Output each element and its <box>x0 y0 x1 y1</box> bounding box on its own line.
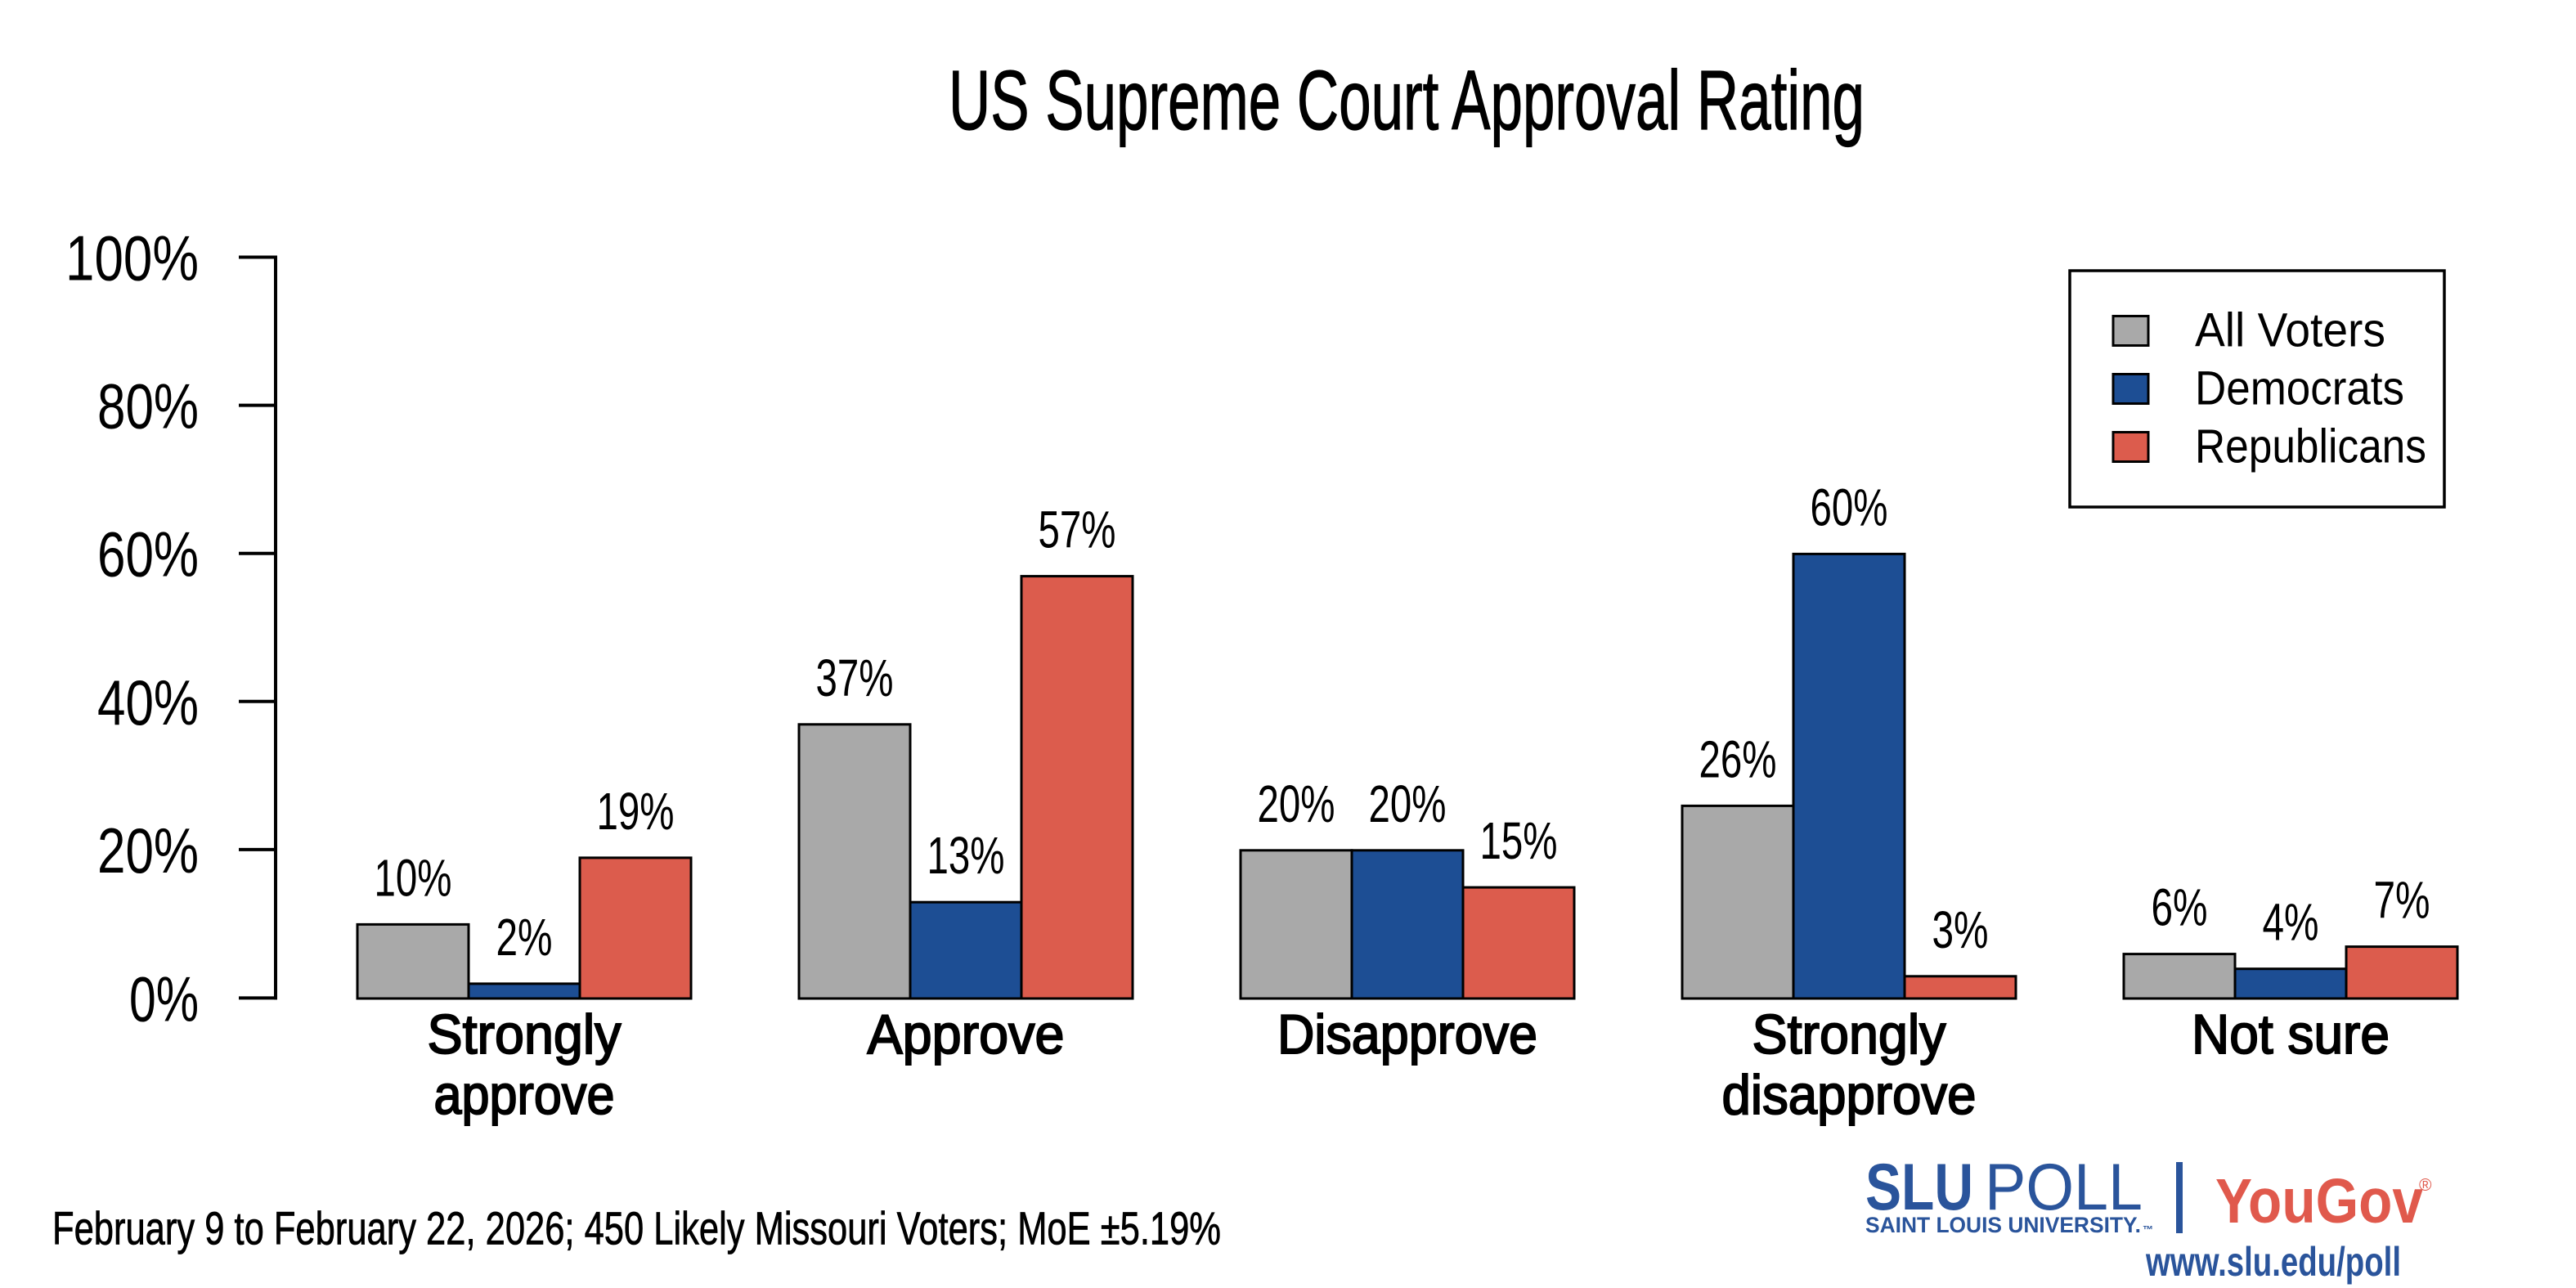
svg-text:approve: approve <box>434 1064 615 1126</box>
svg-text:YouGov: YouGov <box>2215 1166 2423 1236</box>
svg-text:SLU: SLU <box>1865 1151 1973 1224</box>
svg-text:10%: 10% <box>375 848 452 907</box>
svg-text:®: ® <box>2419 1176 2432 1195</box>
svg-text:Democrats: Democrats <box>2195 362 2404 415</box>
svg-text:57%: 57% <box>1039 500 1116 559</box>
svg-text:15%: 15% <box>1480 811 1558 870</box>
svg-text:4%: 4% <box>2263 893 2319 952</box>
svg-text:Disapprove: Disapprove <box>1277 1003 1537 1066</box>
svg-text:60%: 60% <box>97 518 199 590</box>
svg-text:20%: 20% <box>97 815 199 886</box>
svg-text:POLL: POLL <box>1985 1151 2143 1224</box>
svg-text:www.slu.edu/poll: www.slu.edu/poll <box>2145 1239 2401 1285</box>
svg-text:3%: 3% <box>1932 900 1989 959</box>
svg-text:Not sure: Not sure <box>2192 1003 2390 1066</box>
svg-text:6%: 6% <box>2152 878 2208 937</box>
svg-text:40%: 40% <box>97 666 199 738</box>
svg-text:26%: 26% <box>1699 729 1777 788</box>
svg-text:February 9 to February 22, 202: February 9 to February 22, 2026; 450 Lik… <box>52 1203 1221 1255</box>
svg-text:Republicans: Republicans <box>2195 420 2426 473</box>
svg-text:0%: 0% <box>129 963 199 1034</box>
svg-text:60%: 60% <box>1811 478 1888 536</box>
svg-text:100%: 100% <box>65 222 199 294</box>
svg-text:SAINT LOUIS UNIVERSITY.: SAINT LOUIS UNIVERSITY. <box>1865 1213 2141 1237</box>
svg-text:All Voters: All Voters <box>2195 304 2385 357</box>
svg-text:disapprove: disapprove <box>1722 1064 1977 1126</box>
svg-text:™: ™ <box>2143 1223 2153 1236</box>
svg-text:19%: 19% <box>597 782 675 841</box>
svg-text:Approve: Approve <box>868 1003 1065 1066</box>
svg-text:80%: 80% <box>97 370 199 442</box>
svg-text:20%: 20% <box>1369 774 1447 833</box>
svg-text:Strongly: Strongly <box>428 1003 622 1066</box>
svg-text:13%: 13% <box>927 826 1005 885</box>
svg-text:20%: 20% <box>1258 774 1335 833</box>
svg-text:37%: 37% <box>816 648 894 707</box>
svg-text:Strongly: Strongly <box>1752 1003 1946 1066</box>
svg-text:US Supreme Court Approval Rati: US Supreme Court Approval Rating <box>949 53 1865 147</box>
svg-text:7%: 7% <box>2374 871 2430 930</box>
svg-text:2%: 2% <box>496 908 553 967</box>
